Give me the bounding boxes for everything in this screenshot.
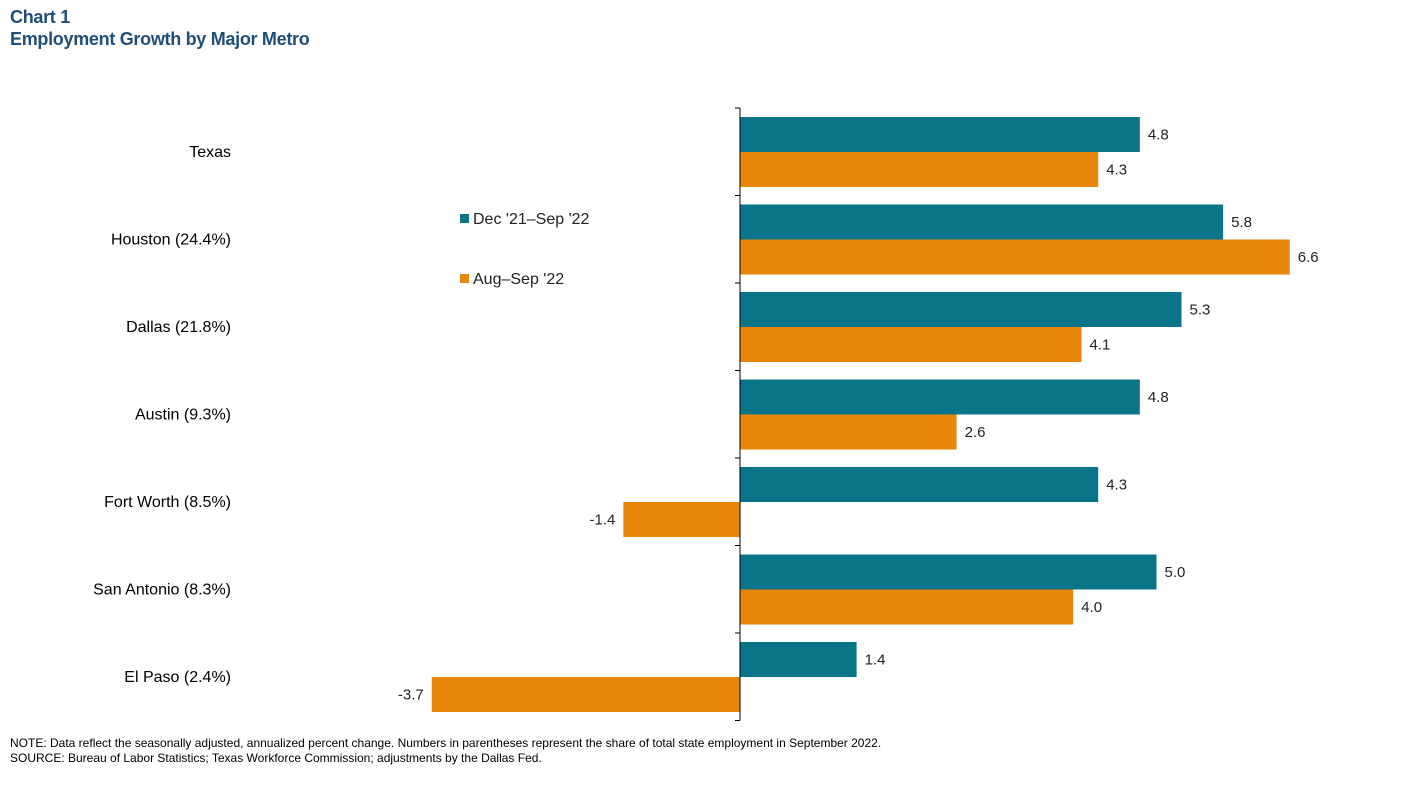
bar-houston-24-4-series-2	[740, 239, 1290, 275]
category-label-el-paso-2-4: El Paso (2.4%)	[124, 669, 231, 686]
data-label-houston-24-4-series-2: 6.6	[1298, 249, 1319, 266]
chart-number: Chart 1	[10, 7, 70, 27]
category-label-austin-9-3: Austin (9.3%)	[135, 406, 231, 423]
source-text: SOURCE: Bureau of Labor Statistics; Texa…	[10, 751, 542, 765]
data-label-san-antonio-8-3-series-1: 5.0	[1165, 564, 1186, 581]
bar-el-paso-2-4-series-2	[431, 677, 740, 712]
data-label-houston-24-4-series-1: 5.8	[1231, 214, 1252, 231]
category-label-fort-worth-8-5: Fort Worth (8.5%)	[104, 494, 231, 511]
category-label-san-antonio-8-3: San Antonio (8.3%)	[93, 581, 231, 598]
bar-fort-worth-8-5-series-2	[623, 502, 740, 537]
category-label-houston-24-4: Houston (24.4%)	[111, 231, 231, 248]
data-label-texas-series-2: 4.3	[1106, 162, 1127, 179]
data-label-dallas-21-8-series-2: 4.1	[1090, 337, 1111, 354]
bar-dallas-21-8-series-2	[740, 327, 1082, 362]
legend-label-series-1: Dec '21–Sep '22	[473, 211, 590, 228]
chart-heading: Employment Growth by Major Metro	[10, 29, 310, 49]
bar-texas-series-1	[740, 117, 1140, 152]
data-label-texas-series-1: 4.8	[1148, 127, 1169, 144]
legend-label-series-2: Aug–Sep '22	[473, 271, 564, 288]
chart-title: Chart 1 Employment Growth by Major Metro	[10, 6, 310, 50]
bar-fort-worth-8-5-series-1	[740, 467, 1099, 502]
data-label-dallas-21-8-series-1: 5.3	[1189, 302, 1210, 319]
data-label-fort-worth-8-5-series-2: -1.4	[590, 512, 616, 529]
bar-austin-9-3-series-2	[740, 414, 957, 450]
note-text: NOTE: Data reflect the seasonally adjust…	[10, 736, 882, 750]
notes: NOTE: Data reflect the seasonally adjust…	[10, 736, 881, 766]
category-label-texas: Texas	[189, 144, 231, 161]
data-label-el-paso-2-4-series-2: -3.7	[398, 687, 424, 704]
bar-chart: Texas 4.8 4.3 Houston (24.4%) 5.8 6.6 Dallas (…	[93, 107, 1319, 721]
bar-san-antonio-8-3-series-2	[740, 589, 1074, 625]
bar-el-paso-2-4-series-1	[740, 642, 857, 677]
data-label-el-paso-2-4-series-1: 1.4	[865, 652, 886, 669]
data-label-san-antonio-8-3-series-2: 4.0	[1081, 599, 1102, 616]
bar-austin-9-3-series-1	[740, 379, 1140, 415]
bar-texas-series-2	[740, 152, 1099, 187]
legend-swatch-series-1	[460, 214, 469, 223]
bar-san-antonio-8-3-series-1	[740, 554, 1157, 590]
bar-houston-24-4-series-1	[740, 204, 1224, 240]
data-label-austin-9-3-series-2: 2.6	[965, 424, 986, 441]
data-label-fort-worth-8-5-series-1: 4.3	[1106, 477, 1127, 494]
legend-swatch-series-2	[460, 274, 469, 283]
data-label-austin-9-3-series-1: 4.8	[1148, 389, 1169, 406]
bar-dallas-21-8-series-1	[740, 292, 1182, 327]
category-label-dallas-21-8: Dallas (21.8%)	[126, 319, 231, 336]
